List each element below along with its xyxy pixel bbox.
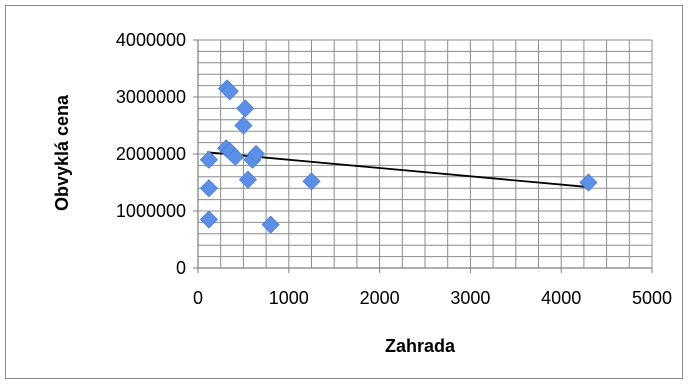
- data-point: [220, 82, 239, 101]
- x-tick-label: 1000: [269, 288, 309, 308]
- data-point: [226, 147, 245, 166]
- data-point: [261, 215, 280, 234]
- x-tick-label: 5000: [632, 288, 672, 308]
- data-point: [199, 179, 218, 198]
- x-tick-label: 4000: [541, 288, 581, 308]
- data-point: [238, 170, 258, 189]
- x-tick-label: 2000: [360, 288, 400, 308]
- data-point: [579, 173, 598, 192]
- data-point: [236, 99, 255, 118]
- grid: [197, 39, 653, 269]
- y-tick-label: 3000000: [116, 87, 186, 107]
- y-tick-label: 0: [176, 258, 186, 278]
- trendline: [206, 151, 589, 188]
- data-points: [199, 79, 598, 234]
- data-point: [234, 116, 253, 135]
- x-tick-labels: 0 1000 2000 3000 4000 5000: [193, 288, 672, 308]
- y-axis-title: Obvyklá cena: [52, 94, 72, 211]
- x-tick-label: 3000: [450, 288, 490, 308]
- data-point: [302, 172, 321, 191]
- x-axis-title: Zahrada: [385, 336, 456, 356]
- y-tick-label: 4000000: [116, 30, 186, 50]
- y-tick-labels: 0 1000000 2000000 3000000 4000000: [116, 30, 186, 278]
- axes: [193, 39, 653, 273]
- data-point: [199, 150, 218, 169]
- chart-frame: [5, 5, 683, 379]
- y-tick-label: 1000000: [116, 201, 186, 221]
- x-tick-label: 0: [193, 288, 203, 308]
- data-point: [247, 144, 266, 164]
- y-tick-label: 2000000: [116, 144, 186, 164]
- data-point: [199, 210, 218, 229]
- trendline-group: [206, 151, 589, 188]
